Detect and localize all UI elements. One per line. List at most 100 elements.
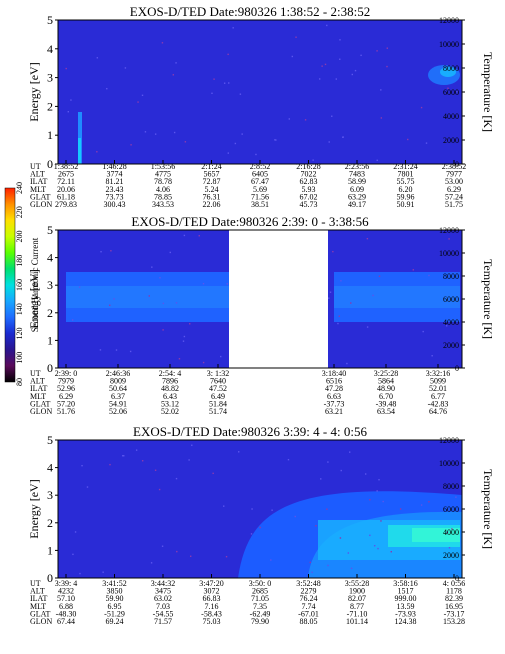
ephemeris-value: 6.95 — [108, 602, 122, 611]
spectrogram-speckle — [175, 302, 178, 304]
ephemeris-value: 22.06 — [203, 200, 221, 209]
ephemeris-value: 2:16:28 — [296, 162, 320, 171]
spectrogram-speckle — [228, 82, 230, 84]
y2-tick-label: 2000 — [443, 341, 459, 350]
ephemeris-value: 73.73 — [106, 192, 124, 201]
ephemeris-value: 5657 — [204, 170, 220, 179]
y-tick-label: 3 — [47, 71, 53, 85]
ephemeris-value: -37.73 — [324, 399, 345, 408]
spectrogram-speckle — [274, 139, 276, 141]
ephemeris-value: 2:23:56 — [345, 162, 369, 171]
ephemeris-value: -42.83 — [428, 399, 449, 408]
spectrogram-speckle — [380, 117, 383, 119]
spectrogram-speckle — [337, 322, 339, 325]
ephemeris-value: 5.24 — [205, 185, 219, 194]
ephemeris-value: 6516 — [326, 377, 342, 386]
ephemeris-value: -62.49 — [250, 609, 271, 618]
ephemeris-value: 64.76 — [429, 407, 447, 416]
ephemeris-value: 7022 — [301, 170, 317, 179]
ephemeris-value: -48.30 — [56, 609, 77, 618]
spectrogram-speckle — [148, 295, 150, 297]
y-tick-label: 0 — [47, 361, 53, 375]
spectrogram-speckle — [347, 552, 350, 554]
spectrogram-speckle — [154, 469, 157, 471]
panel-title: EXOS-D/TED Date:980326 3:39: 4 - 4: 0:56 — [133, 424, 367, 439]
ephemeris-value: 6.43 — [163, 392, 177, 401]
spectrogram-speckle — [129, 350, 132, 353]
ephemeris-value: 2:38:52 — [442, 162, 466, 171]
spectrogram-speckle — [238, 451, 240, 453]
spectrogram-speckle — [320, 478, 322, 480]
spectrogram-speckle — [189, 323, 191, 325]
ephemeris-value: 2:8:52 — [250, 162, 270, 171]
y2-tick-label: 6000 — [443, 88, 459, 97]
spectrogram-speckle — [380, 520, 382, 522]
spectrogram-speckle — [223, 82, 226, 84]
spectrogram-speckle — [188, 459, 190, 461]
ephemeris-value: 49.17 — [348, 200, 366, 209]
spectrogram-speckle — [342, 136, 344, 138]
spectrogram-speckle — [182, 340, 185, 342]
colorbar-label: Second Harmonic Current — [30, 237, 40, 332]
y2-tick-label: 12000 — [439, 436, 459, 445]
ephemeris-row-label: GLON — [30, 200, 52, 209]
y2-tick-label: 12000 — [439, 16, 459, 25]
colorbar-tick-label: 220 — [15, 206, 24, 218]
spectrogram-speckle — [241, 133, 243, 135]
spectrogram-speckle — [335, 78, 338, 80]
ephemeris-value: 53.00 — [445, 177, 463, 186]
spectrogram-speckle — [271, 509, 273, 511]
ephemeris-value: 50.91 — [397, 200, 415, 209]
spectrogram-speckle — [141, 94, 144, 97]
spectrogram-speckle — [191, 444, 193, 446]
ephemeris-value: 76.31 — [203, 192, 221, 201]
ephemeris-value: 3:52:48 — [296, 579, 320, 588]
spectrogram-speckle — [183, 335, 186, 338]
colorbar-ticks: 80 100 120 140 160 180 200 220 240 — [15, 182, 24, 386]
ephemeris-value: 6.77 — [431, 392, 445, 401]
ephemeris-value: 2:1:24 — [201, 162, 221, 171]
spectrogram-panel-2: EXOS-D/TED Date:980326 2:39: 0 - 3:38:56… — [27, 214, 495, 416]
y-tick-label: 3 — [47, 278, 53, 292]
spectrogram-speckle — [311, 571, 313, 574]
ephemeris-value: 6.29 — [447, 185, 461, 194]
spectrogram-speckle — [321, 65, 323, 67]
ephemeris-value: 67.02 — [300, 192, 318, 201]
spectrogram-feature — [412, 528, 460, 542]
spectrogram-speckle — [332, 250, 334, 253]
spectrogram-speckle — [211, 92, 213, 95]
ephemeris-row-label: GLAT — [30, 192, 51, 201]
spectrogram-speckle — [329, 291, 332, 293]
y2-tick-label: 4000 — [443, 318, 459, 327]
ephemeris-row-label: GLAT — [30, 609, 51, 618]
spectrogram-speckle — [176, 550, 178, 553]
spectrogram-speckle — [295, 36, 297, 38]
ephemeris-value: 5.69 — [253, 185, 267, 194]
spectrogram-speckle — [327, 461, 329, 463]
y-tick-label: 2 — [47, 516, 53, 530]
ephemeris-value: 7.74 — [302, 602, 316, 611]
spectrogram-speckle — [378, 275, 381, 277]
spectrogram-speckle — [327, 564, 329, 567]
spectrogram-speckle — [100, 251, 102, 253]
spectrogram-speckle — [350, 302, 352, 304]
ephemeris-value: 2:54: 4 — [159, 369, 181, 378]
spectrogram-speckle — [124, 67, 127, 69]
ephemeris-value: -73.17 — [444, 609, 465, 618]
spectrogram-speckle — [202, 282, 205, 285]
ephemeris-value: 300.43 — [104, 200, 126, 209]
ephemeris-value: 6.29 — [59, 392, 73, 401]
spectrogram-speckle — [225, 555, 228, 558]
ephemeris-value: 101.14 — [346, 617, 368, 626]
ephemeris-value: 3:55:28 — [345, 579, 369, 588]
y2-tick-label: 10000 — [439, 40, 459, 49]
ephemeris-value: 2:39: 0 — [55, 369, 77, 378]
ephemeris-value: -51.29 — [104, 609, 125, 618]
spectrogram-speckle — [380, 89, 382, 91]
ephemeris-value: 6.20 — [399, 185, 413, 194]
spectrogram-speckle — [331, 115, 333, 117]
y2-tick-label: 8000 — [443, 482, 459, 491]
y-axis-label: Energy [eV] — [27, 479, 41, 538]
spectrogram-speckle — [366, 326, 369, 328]
